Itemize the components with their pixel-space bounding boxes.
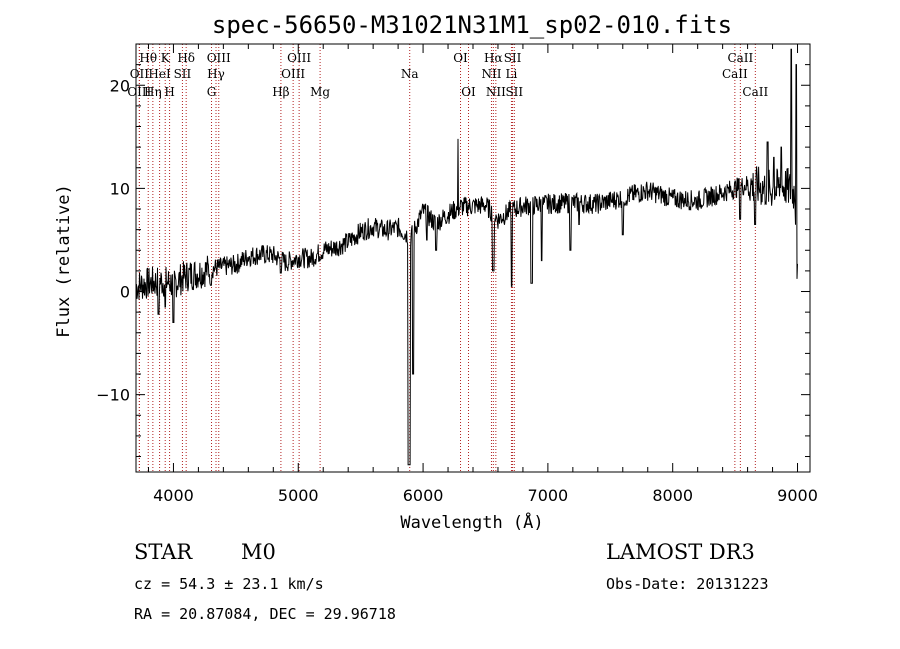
x-axis-label: Wavelength (Å) (400, 511, 543, 533)
x-tick-label: 8000 (652, 486, 693, 505)
x-tick-label: 9000 (777, 486, 818, 505)
spectral-line-label: OIII (287, 51, 311, 65)
subclass-label: M0 (241, 540, 276, 564)
y-tick-label: 0 (120, 283, 130, 302)
y-axis-label: Flux (relative) (54, 184, 74, 338)
spectrum-line (135, 48, 798, 466)
spectral-line-label: K (161, 51, 171, 65)
obs-date-label: Obs-Date: 20131223 (606, 575, 769, 593)
spectral-line-label: OI (453, 51, 468, 65)
spectral-line-label: Hδ (177, 51, 195, 65)
y-tick-label: 20 (110, 76, 130, 95)
spectral-line-label: CaII (742, 85, 768, 99)
plot-frame (135, 43, 811, 473)
spectral-line-label: Hη (144, 85, 162, 99)
spectral-line-label: Na (401, 67, 419, 81)
y-tick-label: 10 (110, 179, 130, 198)
cz-label: cz = 54.3 ± 23.1 km/s (134, 575, 324, 593)
spectral-line-label: CaII (722, 67, 748, 81)
spectral-line-label: OII (130, 67, 150, 81)
radec-label: RA = 20.87084, DEC = 29.96718 (134, 605, 396, 623)
tick-layer: 4000 5000 6000 7000 8000 9000 −10 0 10 20 (96, 44, 818, 505)
spectral-line-label: Hα (484, 51, 503, 65)
spectral-line-label: HeI (148, 67, 171, 81)
y-tick-label: −10 (96, 386, 130, 405)
spectral-line-label: OI (461, 85, 476, 99)
spectral-line-label: NII (481, 67, 501, 81)
spectral-line-label: Hβ (272, 85, 289, 99)
survey-label: LAMOST DR3 (606, 540, 755, 564)
x-tick-label: 4000 (153, 486, 194, 505)
spectral-line-label: NII (486, 85, 506, 99)
line-marker-layer (138, 44, 756, 472)
series-layer (135, 48, 798, 466)
spectral-line-label: SII (505, 85, 523, 99)
x-tick-label: 5000 (278, 486, 319, 505)
spectral-line-label: OIII (127, 85, 151, 99)
spectral-line-label: Hθ (139, 51, 157, 65)
x-tick-label: 6000 (403, 486, 444, 505)
spectral-line-label: Hγ (207, 67, 225, 81)
spectral-line-label: Mg (310, 85, 330, 99)
spectral-line-label: H (164, 85, 174, 99)
spectral-line-label: G (207, 85, 217, 99)
spectral-line-label: OIII (207, 51, 231, 65)
spectral-line-label: OIII (281, 67, 305, 81)
spectral-line-label: CaII (727, 51, 753, 65)
chart-title: spec-56650-M31021N31M1_sp02-010.fits (212, 11, 732, 39)
spectral-line-label: Li (506, 67, 518, 81)
spectral-line-label: SII (504, 51, 522, 65)
spectral-line-label: SII (174, 67, 192, 81)
class-label: STAR (134, 540, 193, 564)
x-tick-label: 7000 (528, 486, 569, 505)
